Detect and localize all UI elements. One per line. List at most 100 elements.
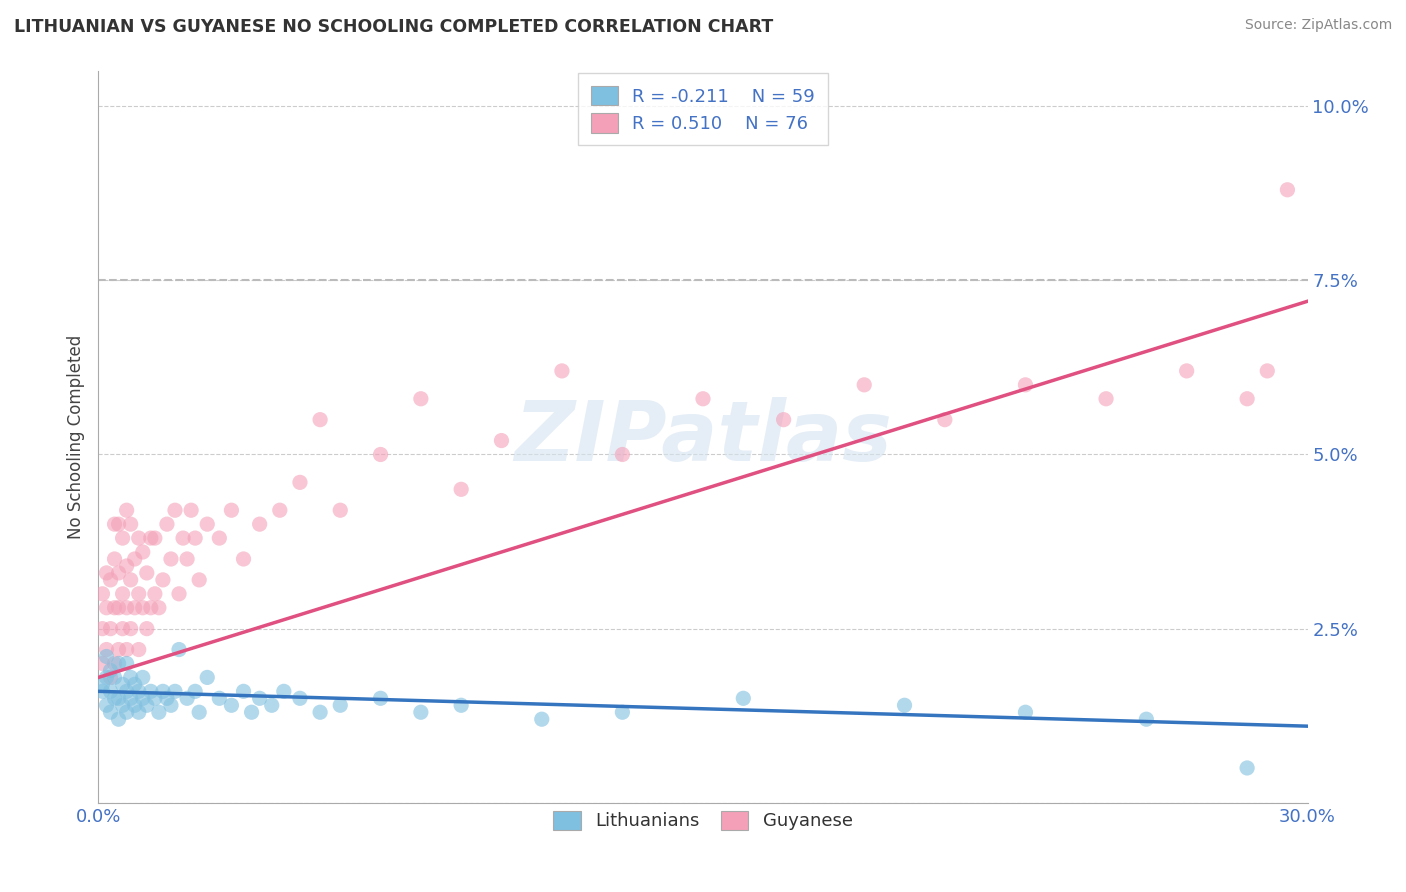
Point <box>288 475 311 490</box>
Point <box>115 657 138 671</box>
Point <box>107 691 129 706</box>
Point <box>172 531 194 545</box>
Point <box>450 483 472 497</box>
Point <box>135 698 157 713</box>
Point <box>1095 392 1118 406</box>
Point <box>612 705 634 719</box>
Point <box>249 517 271 532</box>
Point <box>733 691 755 706</box>
Point <box>208 691 231 706</box>
Point <box>103 517 125 532</box>
Y-axis label: No Schooling Completed: No Schooling Completed <box>66 335 84 539</box>
Point <box>853 377 876 392</box>
Point <box>195 670 218 684</box>
Point <box>111 698 134 713</box>
Point <box>329 503 352 517</box>
Point <box>232 684 254 698</box>
Point <box>240 705 263 719</box>
Point <box>120 670 142 684</box>
Point <box>111 677 134 691</box>
Point <box>132 600 155 615</box>
Point <box>184 684 207 698</box>
Point <box>103 600 125 615</box>
Point <box>120 573 142 587</box>
Point <box>120 517 142 532</box>
Point <box>91 622 114 636</box>
Point <box>160 698 183 713</box>
Point <box>96 566 118 580</box>
Point <box>135 622 157 636</box>
Point <box>167 587 190 601</box>
Point <box>100 622 122 636</box>
Point <box>188 705 211 719</box>
Point <box>128 587 150 601</box>
Point <box>273 684 295 698</box>
Point <box>124 698 146 713</box>
Point <box>370 448 392 462</box>
Point <box>1256 364 1278 378</box>
Point <box>176 552 198 566</box>
Point <box>249 691 271 706</box>
Point <box>450 698 472 713</box>
Point <box>115 642 138 657</box>
Point <box>132 670 155 684</box>
Point <box>132 691 155 706</box>
Point <box>139 600 162 615</box>
Point <box>100 664 122 678</box>
Point <box>232 552 254 566</box>
Point <box>612 448 634 462</box>
Point <box>96 642 118 657</box>
Point <box>491 434 513 448</box>
Point <box>143 691 166 706</box>
Point <box>96 698 118 713</box>
Point <box>96 670 118 684</box>
Point <box>530 712 553 726</box>
Point <box>135 566 157 580</box>
Point <box>409 705 432 719</box>
Point <box>1175 364 1198 378</box>
Point <box>188 573 211 587</box>
Point <box>115 600 138 615</box>
Point <box>208 531 231 545</box>
Point <box>96 649 118 664</box>
Point <box>124 552 146 566</box>
Point <box>128 684 150 698</box>
Point <box>107 600 129 615</box>
Point <box>91 677 114 691</box>
Point <box>409 392 432 406</box>
Point <box>288 691 311 706</box>
Legend: Lithuanians, Guyanese: Lithuanians, Guyanese <box>546 804 860 838</box>
Point <box>120 622 142 636</box>
Point <box>329 698 352 713</box>
Text: Source: ZipAtlas.com: Source: ZipAtlas.com <box>1244 18 1392 32</box>
Point <box>148 600 170 615</box>
Point <box>96 600 118 615</box>
Point <box>115 684 138 698</box>
Point <box>163 684 186 698</box>
Point <box>103 670 125 684</box>
Point <box>1135 712 1157 726</box>
Point <box>115 705 138 719</box>
Point <box>309 705 332 719</box>
Point <box>772 412 794 426</box>
Point <box>132 545 155 559</box>
Point <box>551 364 574 378</box>
Point <box>1014 377 1036 392</box>
Point <box>180 503 202 517</box>
Point <box>111 531 134 545</box>
Point <box>370 691 392 706</box>
Point <box>269 503 291 517</box>
Point <box>107 517 129 532</box>
Point <box>100 684 122 698</box>
Point <box>124 677 146 691</box>
Point <box>167 642 190 657</box>
Point <box>195 517 218 532</box>
Point <box>107 657 129 671</box>
Point <box>115 503 138 517</box>
Point <box>91 587 114 601</box>
Point <box>91 657 114 671</box>
Point <box>143 587 166 601</box>
Text: LITHUANIAN VS GUYANESE NO SCHOOLING COMPLETED CORRELATION CHART: LITHUANIAN VS GUYANESE NO SCHOOLING COMP… <box>14 18 773 36</box>
Point <box>163 503 186 517</box>
Point <box>1236 392 1258 406</box>
